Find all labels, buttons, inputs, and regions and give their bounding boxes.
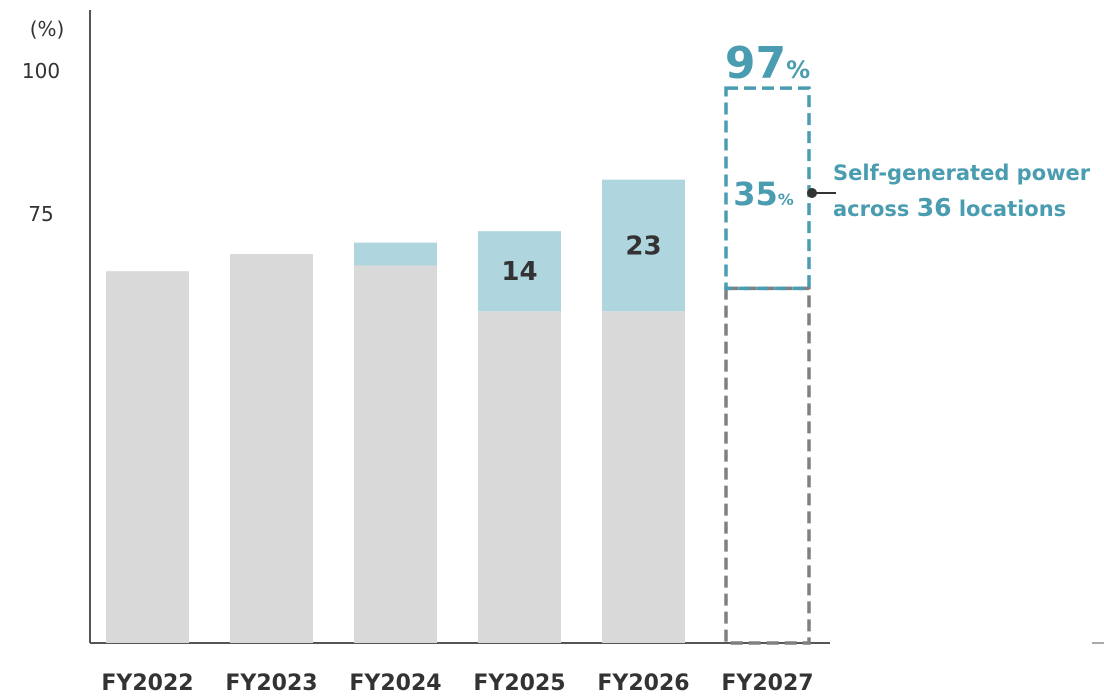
target-segment-label: 35% bbox=[733, 175, 794, 213]
bar-base-FY2023 bbox=[230, 254, 313, 644]
bar-base-FY2026 bbox=[602, 311, 685, 643]
x-tick-label-FY2024: FY2024 bbox=[349, 671, 441, 696]
label-layer: FY2022 FY2023 FY2024 14 FY2025 23 FY2026 97% 35%… bbox=[101, 38, 1090, 696]
annotation-line-2: across 36 locations bbox=[833, 193, 1066, 222]
bar-self-generated-FY2026 bbox=[602, 179, 685, 312]
x-tick-label-FY2026: FY2026 bbox=[597, 671, 689, 696]
bar-base-FY2025 bbox=[478, 311, 561, 643]
data-label-FY2026: 23 bbox=[625, 231, 661, 261]
axis-layer: (%) 100 75 bbox=[22, 10, 1104, 644]
bar-self-generated-target-FY2027 bbox=[724, 86, 811, 291]
bar-self-generated-FY2025 bbox=[478, 231, 561, 312]
target-total-label: 97% bbox=[725, 38, 810, 89]
annotation-line-1: Self-generated power bbox=[833, 161, 1091, 185]
bar-self-generated-FY2024 bbox=[354, 242, 437, 266]
bar-base-FY2022 bbox=[106, 271, 189, 643]
bar-layer bbox=[106, 86, 811, 645]
x-tick-label-FY2022: FY2022 bbox=[101, 671, 193, 696]
y-tick-label-100: 100 bbox=[22, 59, 60, 83]
data-label-FY2025: 14 bbox=[501, 257, 537, 287]
x-tick-label-FY2025: FY2025 bbox=[473, 671, 565, 696]
y-axis-unit: (%) bbox=[30, 17, 65, 41]
y-tick-label-75: 75 bbox=[28, 202, 53, 226]
bar-base-target-FY2027 bbox=[724, 286, 811, 645]
x-tick-label-FY2027: FY2027 bbox=[721, 671, 813, 696]
x-tick-label-FY2023: FY2023 bbox=[225, 671, 317, 696]
bar-base-FY2024 bbox=[354, 265, 437, 643]
